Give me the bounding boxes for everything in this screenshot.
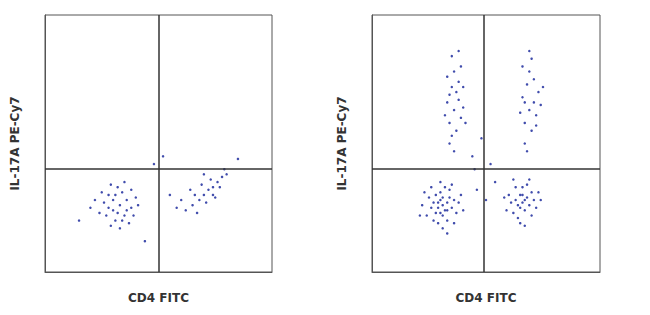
- svg-text:IL-17A PE-Cy7: IL-17A PE-Cy7: [8, 96, 22, 190]
- svg-text:CD4 FITC: CD4 FITC: [456, 291, 517, 305]
- svg-text:CD4 FITC: CD4 FITC: [128, 291, 189, 305]
- svg-text:IL-17A PE-Cy7: IL-17A PE-Cy7: [335, 96, 349, 190]
